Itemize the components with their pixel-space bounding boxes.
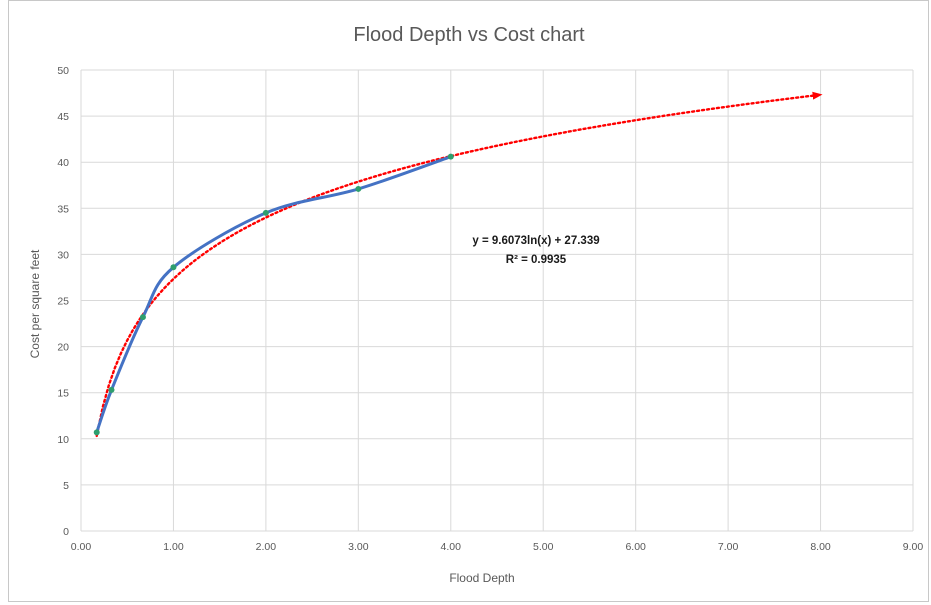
y-tick-label: 45 [57, 111, 69, 123]
x-tick-label: 4.00 [441, 541, 462, 553]
y-tick-label: 35 [57, 203, 69, 215]
y-tick-label: 40 [57, 157, 69, 169]
x-tick-label: 3.00 [348, 541, 369, 553]
x-tick-label: 8.00 [810, 541, 831, 553]
x-tick-label: 7.00 [718, 541, 739, 553]
trendline [95, 91, 823, 438]
chart-svg: Flood Depth vs Cost chart 0 5 10 15 20 25 30 35… [28, 24, 924, 585]
data-point-marker [93, 429, 100, 436]
data-point-marker [355, 185, 362, 192]
x-tick-label: 2.00 [256, 541, 277, 553]
data-point-marker [139, 314, 146, 321]
x-axis-title: Flood Depth [449, 571, 514, 585]
chart-title: Flood Depth vs Cost chart [353, 24, 585, 46]
y-tick-label: 0 [63, 526, 69, 538]
x-tick-label: 9.00 [903, 541, 924, 553]
y-tick-label: 10 [57, 434, 69, 446]
x-tick-label: 5.00 [533, 541, 554, 553]
x-tick-label: 0.00 [71, 541, 92, 553]
data-point-marker [262, 209, 269, 216]
y-tick-label: 25 [57, 296, 69, 308]
data-point-marker [447, 153, 454, 160]
y-tick-label: 20 [57, 342, 69, 354]
y-tick-label: 30 [57, 249, 69, 261]
y-tick-label: 50 [57, 65, 69, 77]
series-line [95, 155, 453, 434]
x-tick-label: 1.00 [163, 541, 184, 553]
trendline-equation: y = 9.6073ln(x) + 27.339 [472, 235, 599, 247]
y-tick-label: 5 [63, 480, 69, 492]
x-tick-labels: 0.00 1.00 2.00 3.00 4.00 5.00 6.00 7.00 8.00 9.00 [71, 541, 924, 553]
y-tick-labels: 0 5 10 15 20 25 30 35 40 45 50 [57, 65, 69, 538]
chart-frame: Flood Depth vs Cost chart 0 5 10 15 20 25 30 35… [8, 0, 929, 602]
x-tick-label: 6.00 [625, 541, 646, 553]
trendline-r-squared: R² = 0.9935 [506, 254, 567, 266]
y-tick-label: 15 [57, 388, 69, 400]
data-point-marker [108, 386, 115, 393]
grid-layer [80, 69, 914, 532]
trendline-layer [95, 91, 823, 438]
y-axis-title: Cost per square feet [28, 249, 42, 358]
series-layer [93, 153, 454, 436]
data-point-marker [170, 264, 177, 271]
